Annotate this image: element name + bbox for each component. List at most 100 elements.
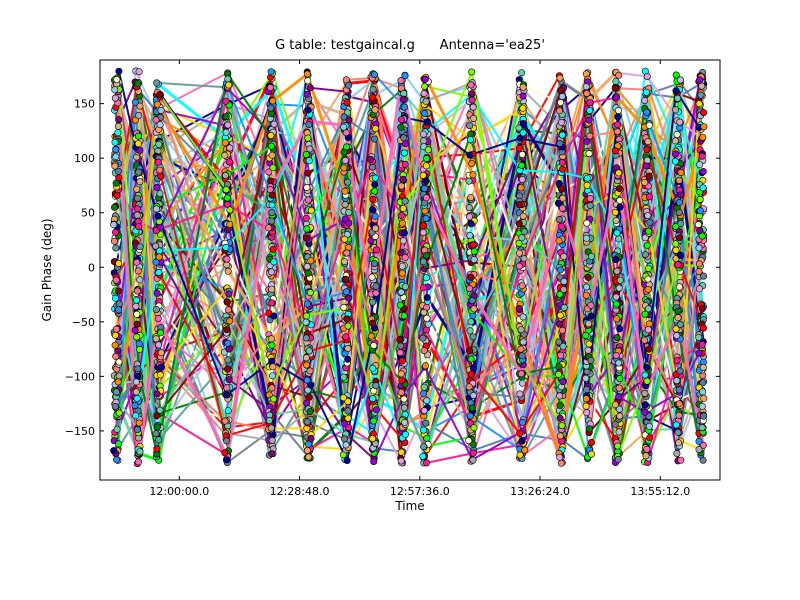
y-tick-label: 50	[81, 207, 95, 220]
data-point	[133, 211, 141, 219]
data-point	[155, 341, 163, 349]
series-line	[115, 85, 704, 442]
data-point	[225, 290, 233, 298]
data-point	[115, 287, 123, 295]
data-point	[342, 288, 350, 296]
data-point	[226, 144, 234, 152]
data-point	[673, 130, 681, 138]
data-point	[555, 107, 563, 115]
data-point	[676, 367, 684, 375]
data-point	[113, 456, 121, 464]
data-point	[615, 405, 623, 413]
data-point	[266, 84, 274, 92]
data-point	[112, 352, 120, 360]
data-point	[419, 171, 427, 179]
data-point	[156, 190, 164, 198]
data-point	[132, 302, 140, 310]
data-point	[303, 376, 311, 384]
x-tick-label: 13:26:24.0	[510, 485, 570, 498]
data-point	[613, 229, 621, 237]
data-point	[112, 228, 120, 236]
marker-layer	[110, 67, 708, 468]
data-point	[616, 412, 624, 420]
data-point	[467, 220, 475, 228]
data-point	[423, 155, 431, 163]
data-point	[468, 297, 476, 305]
data-point	[698, 402, 706, 410]
data-point	[421, 75, 429, 83]
y-tick-label: −100	[65, 370, 95, 383]
data-point	[397, 288, 405, 296]
data-point	[156, 91, 164, 99]
data-point	[396, 349, 404, 357]
data-point	[677, 456, 685, 464]
data-point	[133, 333, 141, 341]
data-point	[400, 90, 408, 98]
data-point	[467, 194, 475, 202]
data-point	[134, 267, 142, 275]
series-line	[116, 79, 701, 442]
data-point	[465, 213, 473, 221]
data-point	[136, 178, 144, 186]
data-point	[372, 406, 380, 414]
y-tick-label: 150	[74, 98, 95, 111]
data-point	[369, 435, 377, 443]
data-point	[466, 122, 474, 130]
data-point	[520, 255, 528, 263]
data-point	[699, 379, 707, 387]
data-point	[616, 325, 624, 333]
data-point	[613, 315, 621, 323]
data-point	[586, 195, 594, 203]
data-point	[111, 402, 119, 410]
data-point	[555, 320, 563, 328]
data-point	[342, 275, 350, 283]
data-point	[397, 123, 405, 131]
data-point	[695, 285, 703, 293]
data-point	[614, 113, 622, 121]
data-point	[672, 421, 680, 429]
data-point	[699, 184, 707, 192]
data-point	[557, 99, 565, 107]
data-point	[696, 195, 704, 203]
data-point	[642, 162, 650, 170]
data-point	[339, 394, 347, 402]
data-point	[695, 445, 703, 453]
data-point	[675, 234, 683, 242]
data-point	[154, 158, 162, 166]
data-point	[269, 97, 277, 105]
data-point	[420, 308, 428, 316]
data-point	[645, 193, 653, 201]
data-point	[615, 71, 623, 79]
data-point	[587, 312, 595, 320]
data-point	[154, 314, 162, 322]
data-point	[641, 251, 649, 259]
data-point	[585, 340, 593, 348]
data-point	[557, 351, 565, 359]
data-point	[700, 412, 708, 420]
data-point	[156, 121, 164, 129]
data-point	[641, 178, 649, 186]
data-point	[343, 99, 351, 107]
data-point	[519, 418, 527, 426]
data-point	[268, 341, 276, 349]
data-point	[110, 447, 118, 455]
data-point	[518, 379, 526, 387]
data-point	[677, 169, 685, 177]
data-point	[340, 435, 348, 443]
data-point	[223, 391, 231, 399]
data-point	[401, 140, 409, 148]
data-point	[673, 449, 681, 457]
y-axis-label: Gain Phase (deg)	[40, 218, 54, 321]
data-point	[700, 109, 708, 117]
data-point	[698, 340, 706, 348]
data-point	[156, 406, 164, 414]
series-line	[117, 85, 701, 456]
data-point	[304, 269, 312, 277]
data-point	[341, 187, 349, 195]
data-point	[306, 408, 314, 416]
data-point	[675, 283, 683, 291]
data-point	[558, 204, 566, 212]
data-point	[134, 205, 142, 213]
data-point	[515, 305, 523, 313]
data-point	[556, 311, 564, 319]
